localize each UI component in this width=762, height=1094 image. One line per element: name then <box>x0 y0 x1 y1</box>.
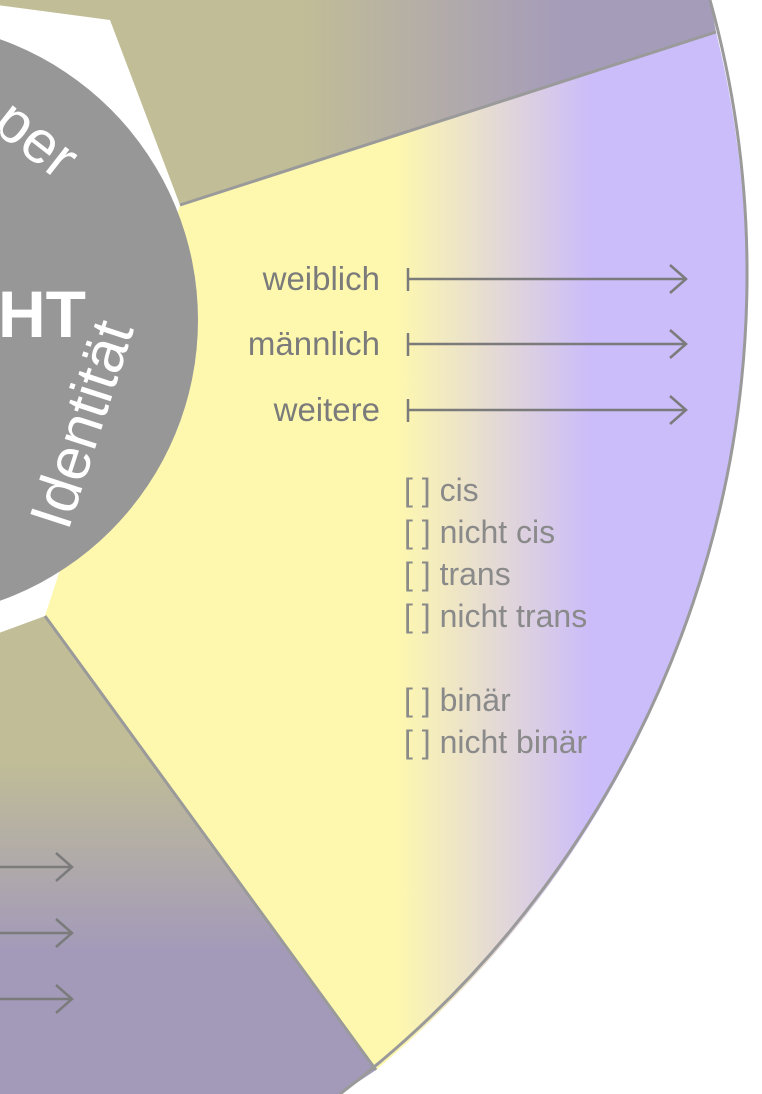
segment-bottom <box>0 616 376 1094</box>
gender-row-weitere: weitere <box>273 391 688 428</box>
checklist-item-nicht-binaer[interactable]: [ ] nicht binär <box>404 724 588 760</box>
arrow-head-icon <box>55 852 74 882</box>
checklist-item-binaer[interactable]: [ ] binär <box>404 682 511 718</box>
segment-top <box>0 0 716 205</box>
center-hub <box>0 39 198 601</box>
identity-checklist: [ ] cis [ ] nicht cis [ ] trans [ ] nich… <box>404 472 588 760</box>
checklist-item-nicht-cis[interactable]: [ ] nicht cis <box>404 514 555 550</box>
arrow-head-icon <box>669 395 688 425</box>
arrow-head-icon <box>55 984 74 1014</box>
arrow-head-icon <box>669 264 688 294</box>
checklist-item-trans[interactable]: [ ] trans <box>404 556 511 592</box>
gender-row-weiblich: weiblich <box>262 260 688 297</box>
bottom-segment-arrows <box>0 852 74 1014</box>
checklist-item-cis[interactable]: [ ] cis <box>404 472 479 508</box>
segment-identity-glow <box>45 32 747 1070</box>
arrow-head-icon <box>669 329 688 359</box>
outer-ring-outline <box>339 0 749 1094</box>
gender-label: weiblich <box>262 260 380 297</box>
arrow-head-icon <box>55 918 74 948</box>
divider-top <box>179 30 717 207</box>
divider-bottom <box>43 615 378 1071</box>
gender-row-maennlich: männlich <box>248 325 688 362</box>
gender-label: männlich <box>248 325 380 362</box>
checklist-item-nicht-trans[interactable]: [ ] nicht trans <box>404 598 587 634</box>
gender-label: weitere <box>273 391 380 428</box>
hub-title-fragment: HT <box>0 277 86 351</box>
